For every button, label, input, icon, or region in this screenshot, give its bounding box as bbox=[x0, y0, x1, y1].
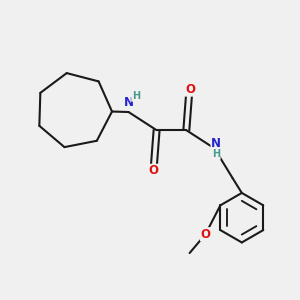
Text: O: O bbox=[185, 83, 195, 96]
Text: H: H bbox=[132, 91, 140, 101]
Text: O: O bbox=[200, 228, 211, 241]
Text: H: H bbox=[212, 149, 220, 159]
Text: O: O bbox=[148, 164, 158, 177]
Text: N: N bbox=[124, 96, 134, 109]
Text: N: N bbox=[211, 137, 221, 150]
